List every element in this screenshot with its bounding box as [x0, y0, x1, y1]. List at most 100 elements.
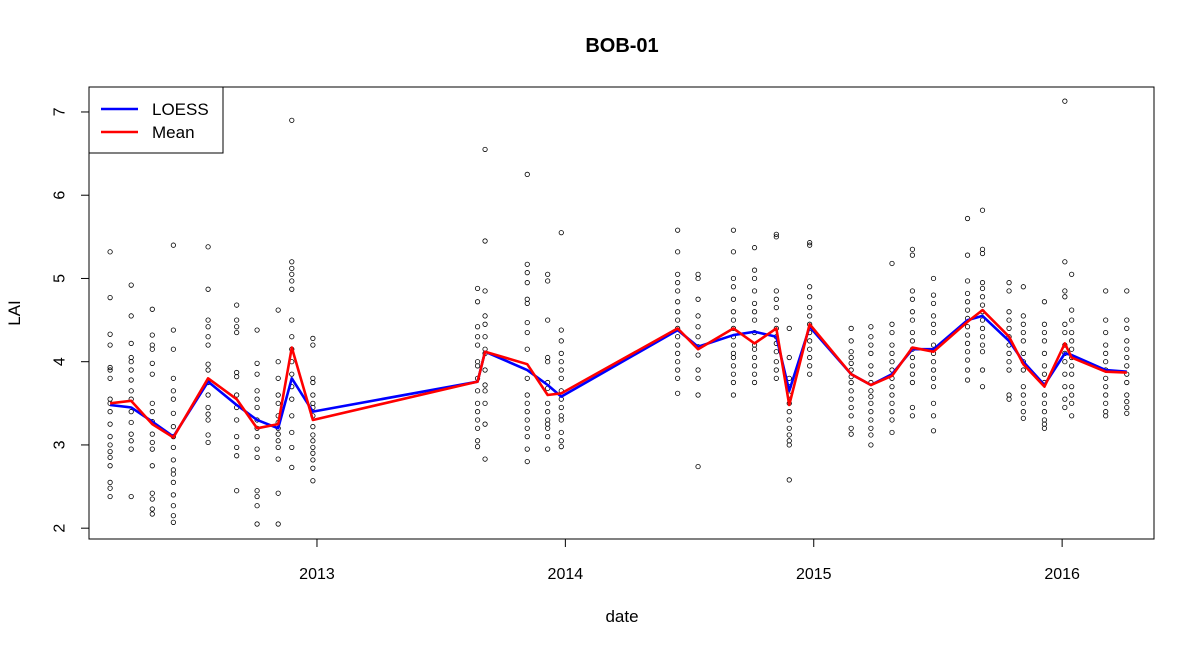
data-point — [889, 329, 895, 336]
data-point — [786, 409, 792, 415]
data-point — [558, 367, 564, 373]
x-tick-label: 2013 — [299, 566, 335, 583]
data-point — [909, 404, 916, 411]
data-point — [254, 371, 260, 377]
y-tick-label: 3 — [52, 440, 69, 449]
data-point — [930, 400, 937, 406]
data-point — [909, 413, 916, 419]
series-lines — [109, 308, 1127, 439]
data-point — [1062, 321, 1068, 327]
data-point — [254, 360, 260, 366]
data-point — [695, 313, 701, 319]
data-point — [1069, 338, 1075, 344]
data-point — [545, 409, 551, 415]
data-point — [751, 267, 758, 273]
data-point — [1103, 342, 1109, 348]
data-point — [1069, 307, 1075, 313]
data-point — [1041, 299, 1048, 305]
data-point — [930, 413, 937, 419]
data-point — [979, 302, 986, 308]
data-point — [205, 417, 211, 423]
series-line-mean — [109, 308, 1127, 439]
data-point — [524, 400, 530, 406]
data-point — [234, 324, 240, 330]
data-point — [170, 519, 176, 525]
data-point — [474, 324, 481, 330]
data-point — [1124, 338, 1130, 344]
plot-frame — [88, 86, 1155, 540]
data-point — [545, 434, 551, 440]
data-point — [289, 429, 295, 436]
data-point — [254, 327, 260, 333]
data-point — [964, 278, 971, 284]
y-tick-label: 5 — [52, 274, 69, 283]
data-point — [149, 431, 155, 437]
data-point — [979, 367, 986, 373]
data-point — [107, 249, 113, 255]
data-point — [482, 456, 488, 462]
data-point — [275, 456, 281, 462]
data-point — [930, 300, 937, 307]
data-point — [773, 375, 779, 381]
data-point — [1062, 371, 1068, 377]
data-point — [807, 294, 813, 300]
data-point — [1069, 363, 1075, 369]
y-tick-label: 7 — [52, 107, 69, 116]
data-point — [1124, 410, 1130, 416]
data-point — [310, 465, 316, 471]
data-point — [848, 413, 854, 419]
data-point — [474, 388, 481, 394]
data-point — [675, 280, 681, 286]
data-point — [524, 319, 530, 326]
data-point — [234, 317, 240, 323]
data-point — [979, 207, 986, 213]
data-point — [128, 431, 134, 437]
data-point — [310, 335, 316, 341]
data-point — [675, 334, 681, 340]
data-point — [773, 288, 779, 294]
data-point — [1006, 280, 1012, 286]
data-point — [1020, 409, 1026, 415]
x-axis: 2013 2014 2015 2016 — [299, 539, 1080, 583]
data-point — [524, 346, 530, 352]
data-point — [107, 485, 113, 491]
data-point — [695, 463, 701, 470]
data-point — [234, 488, 240, 494]
data-point — [149, 342, 155, 348]
data-point — [107, 342, 113, 348]
data-point — [773, 234, 779, 240]
data-point — [558, 375, 564, 381]
data-point — [751, 300, 758, 307]
data-point — [170, 492, 176, 498]
data-point — [1124, 363, 1130, 369]
data-point — [1062, 294, 1068, 300]
data-point — [128, 354, 134, 361]
data-point — [695, 392, 701, 398]
data-point — [254, 434, 260, 440]
data-point — [964, 252, 971, 258]
data-point — [107, 493, 113, 500]
data-point — [1006, 325, 1012, 331]
data-point — [149, 463, 155, 469]
data-point — [751, 354, 758, 361]
x-axis-label: date — [605, 607, 638, 626]
data-point — [1069, 413, 1075, 419]
data-point — [482, 367, 488, 373]
data-point — [275, 431, 281, 437]
data-point — [848, 360, 854, 366]
data-point — [545, 417, 551, 423]
data-point — [1103, 317, 1109, 323]
data-point — [545, 271, 551, 277]
data-point — [558, 443, 564, 450]
data-point — [1103, 392, 1109, 398]
data-point — [170, 513, 176, 519]
data-point — [1103, 400, 1109, 406]
data-point — [289, 278, 295, 284]
data-point — [1124, 354, 1130, 361]
data-point — [310, 342, 316, 348]
data-point — [964, 340, 971, 346]
data-point — [964, 215, 971, 222]
data-point — [930, 275, 937, 282]
data-point — [1069, 371, 1075, 377]
